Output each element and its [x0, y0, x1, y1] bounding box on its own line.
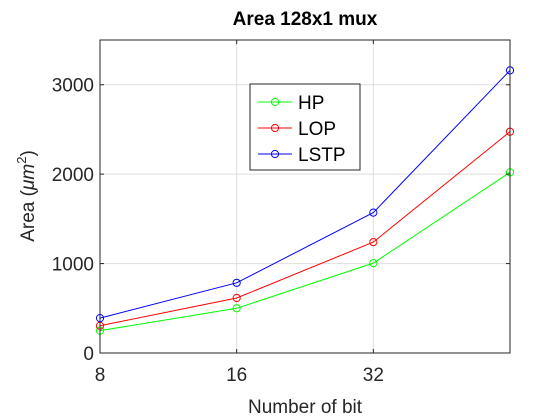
y-tick-label: 3000	[52, 76, 94, 97]
x-tick-label: 16	[226, 365, 247, 386]
legend-box	[249, 83, 361, 171]
y-tick-label: 2000	[52, 165, 94, 186]
data-point	[369, 259, 378, 268]
series-lstp	[95, 66, 515, 323]
series-line	[99, 70, 511, 319]
y-tick-label: 1000	[52, 255, 94, 276]
data-point	[232, 293, 241, 303]
y-axis-label: Area (μm2)	[14, 150, 39, 242]
ticks: 8 16 32 0 1000 2000 3000	[52, 40, 510, 386]
y-axis-label-suffix: )	[18, 150, 39, 156]
plot-border	[99, 39, 511, 354]
y-axis-label-prefix: Area (	[18, 189, 39, 241]
data-point	[232, 278, 241, 287]
y-tick-label: 0	[83, 344, 94, 365]
series-layer	[95, 66, 515, 335]
data-point	[232, 304, 241, 313]
legend-marker	[270, 97, 280, 107]
legend: HP LOP LSTP	[249, 83, 361, 171]
legend-marker	[270, 149, 280, 159]
data-point	[369, 208, 378, 217]
y-axis-label-unit: μm	[18, 164, 39, 191]
legend-marker	[270, 123, 280, 133]
legend-label: LOP	[298, 119, 336, 140]
x-tick-label: 8	[95, 365, 106, 386]
legend-label: LSTP	[298, 145, 346, 166]
x-tick-label: 32	[363, 365, 384, 386]
legend-label: HP	[298, 93, 324, 114]
x-axis-label: Number of bit	[248, 397, 363, 418]
series-line	[99, 131, 511, 327]
series-line	[99, 171, 511, 332]
chart-title: Area 128x1 mux	[233, 9, 378, 30]
data-point	[369, 238, 378, 247]
y-axis-label-superscript: 2	[14, 157, 29, 164]
